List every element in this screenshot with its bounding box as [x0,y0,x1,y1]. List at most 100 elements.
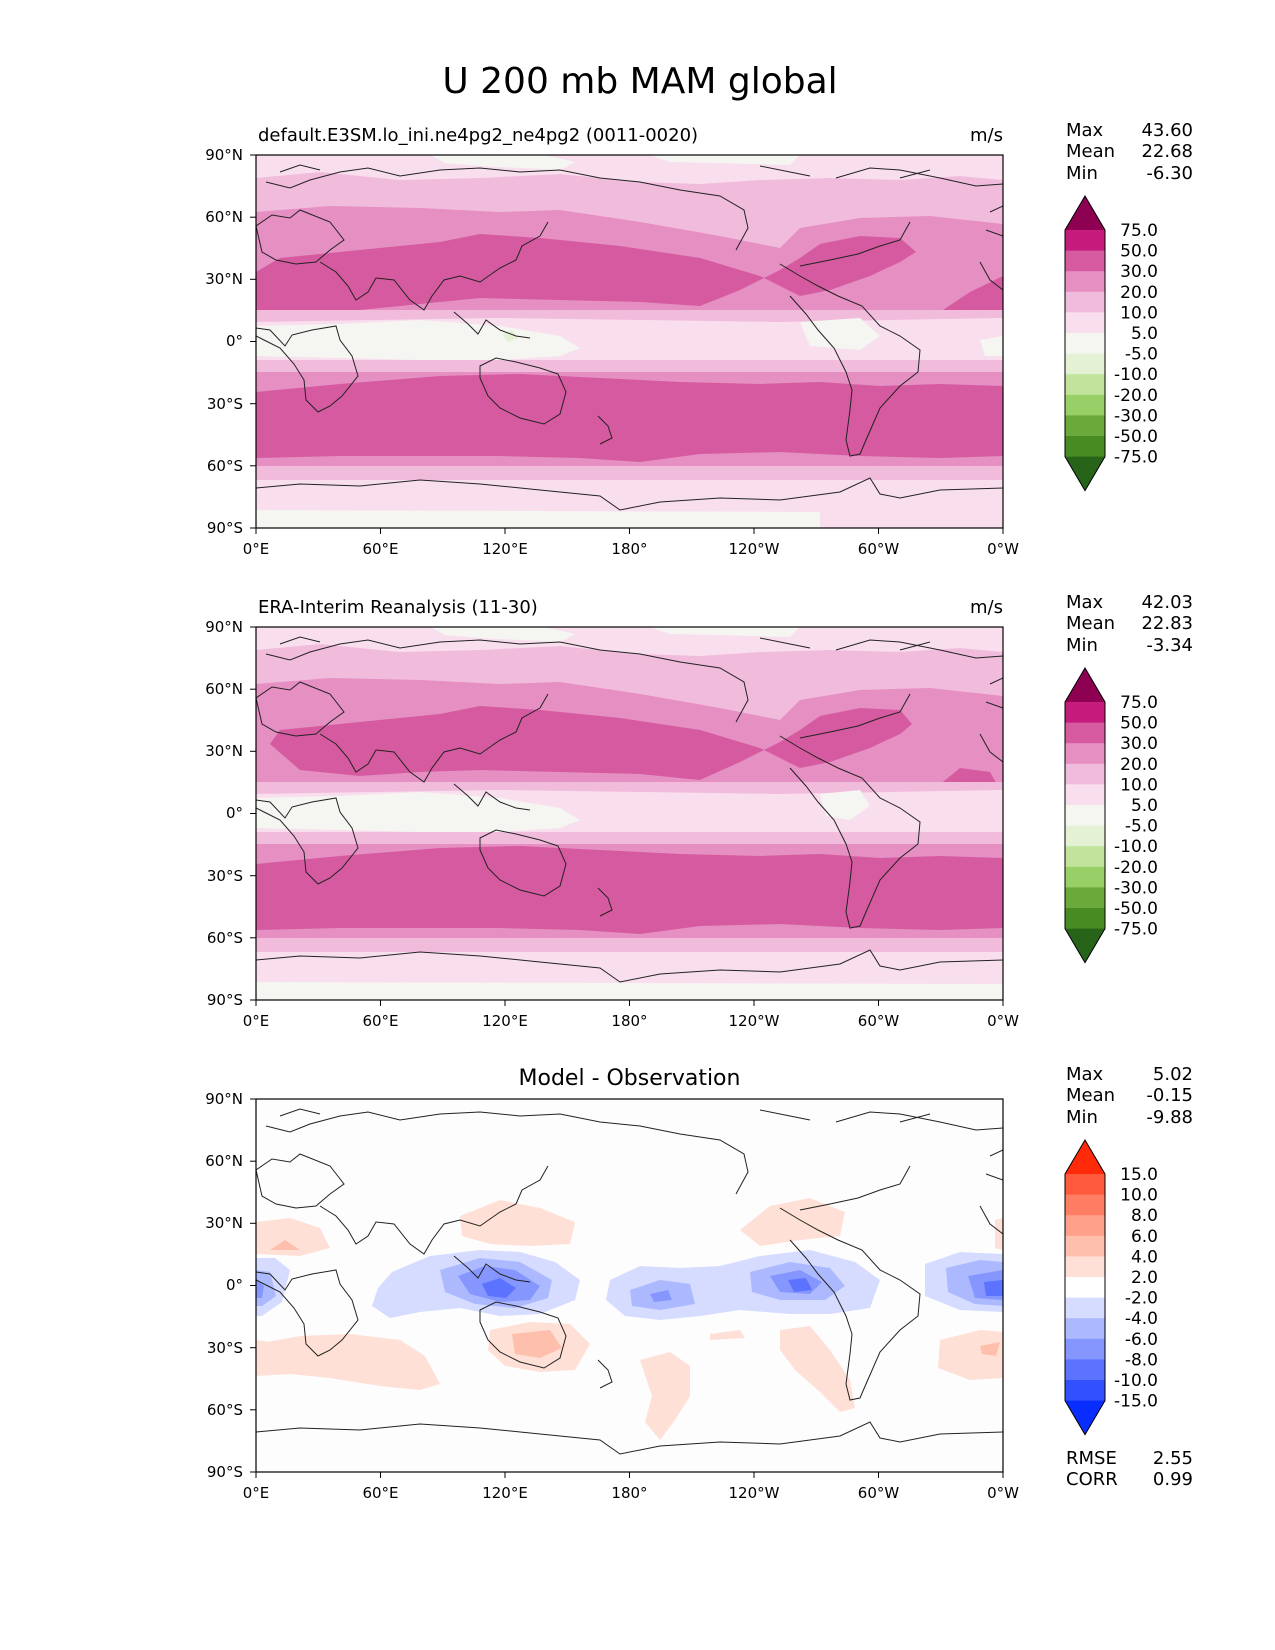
colorbar-tick-label: -15.0 [1114,1392,1158,1412]
panel-units: m/s [970,597,1003,618]
colorbar-tick-label: 5.0 [1131,324,1158,344]
colorbar-tick-label: 4.0 [1131,1247,1158,1267]
lon-tick-label: 120°W [729,1484,780,1502]
colorbar-tick-label: -5.0 [1125,345,1158,365]
colorbar-extend-max [1065,1140,1105,1174]
colorbar-tick-label: 75.0 [1120,693,1158,713]
lon-axis: 0°E 60°E 120°E 180° 120°W 60°W 0°W [243,1472,1019,1502]
lon-tick-label: 60°W [858,1012,900,1030]
colorbar-extend-max [1065,196,1105,230]
colorbar-bin [1065,1380,1105,1401]
lat-tick-label: 60°S [207,457,243,475]
lon-tick-label: 60°W [858,1484,900,1502]
lat-axis: 90°N 60°N 30°N 0° 30°S 60°S 90°S [205,1090,256,1481]
stat-value: -6.30 [1146,163,1193,184]
colorbar: 15.010.08.06.04.02.0-2.0-4.0-6.0-8.0-10.… [1064,1139,1158,1436]
stat-value: 22.83 [1141,613,1193,634]
colorbar-bin [1065,312,1105,334]
colorbar-tick-label: -10.0 [1114,1371,1158,1391]
lon-tick-label: 120°E [482,540,528,558]
colorbar-bin [1065,887,1105,909]
colorbar-tick-label: -10.0 [1114,365,1158,385]
stat-value: 22.68 [1141,141,1193,162]
lon-tick-label: 0°E [243,1484,270,1502]
colorbar-bin [1065,353,1105,375]
lat-tick-label: 90°S [207,991,243,1009]
stat-value: -0.15 [1146,1085,1193,1106]
colorbar-bin [1065,1174,1105,1195]
colorbar-tick-label: -50.0 [1114,427,1158,447]
colorbar-bin [1065,1359,1105,1381]
stat-label: Min [1066,163,1098,184]
colorbar-bin [1065,230,1105,251]
colorbar-outline [1064,195,1106,492]
lon-tick-label: 120°E [482,1012,528,1030]
colorbar-tick-label: -10.0 [1114,837,1158,857]
stat-value: -3.34 [1146,635,1193,656]
lat-tick-label: 90°N [205,1090,243,1108]
colorbar-tick-label: 20.0 [1120,283,1158,303]
colorbar-tick-label: 2.0 [1131,1268,1158,1288]
colorbar-tick-label: 20.0 [1120,755,1158,775]
lon-tick-label: 120°E [482,1484,528,1502]
lon-tick-label: 120°W [729,540,780,558]
lat-tick-label: 90°S [207,519,243,537]
colorbar-tick-label: 10.0 [1120,775,1158,795]
colorbar: 75.050.030.020.010.05.0-5.0-10.0-20.0-30… [1064,195,1158,492]
stat-label: RMSE [1066,1448,1117,1469]
colorbar-bin [1065,415,1105,437]
panel-ref: ERA-Interim Reanalysis (11-30) m/s [205,592,1193,1030]
panel-title-left: ERA-Interim Reanalysis (11-30) [258,597,538,618]
colorbar-tick-label: 5.0 [1131,796,1158,816]
lon-tick-label: 180° [611,1484,647,1502]
colorbar-bin [1065,1297,1105,1319]
colorbar-bin [1065,1235,1105,1257]
colorbar-tick-label: -20.0 [1114,858,1158,878]
lon-axis: 0°E 60°E 120°E 180° 120°W 60°W 0°W [243,1000,1019,1030]
map-field [256,1099,1003,1472]
lat-tick-label: 90°S [207,1463,243,1481]
lat-tick-label: 60°N [205,208,243,226]
lon-tick-label: 60°W [858,540,900,558]
stat-label: Mean [1066,141,1115,162]
colorbar-extend-min [1065,456,1105,491]
colorbar-bin [1065,333,1105,354]
colorbar-tick-label: 10.0 [1120,303,1158,323]
colorbar-bin [1065,374,1105,396]
stat-value: 5.02 [1153,1064,1193,1085]
colorbar-bin [1065,763,1105,785]
coastlines [256,164,1003,511]
colorbar-tick-label: -20.0 [1114,386,1158,406]
colorbar-bin [1065,722,1105,744]
colorbar-bin [1065,1194,1105,1216]
colorbar-bin [1065,394,1105,416]
colorbar-bin [1065,784,1105,806]
panel-title-left: default.E3SM.lo_ini.ne4pg2_ne4pg2 (0011-… [258,125,698,146]
colorbar-tick-label: 8.0 [1131,1206,1158,1226]
lon-tick-label: 0°E [243,1012,270,1030]
panel-units: m/s [970,125,1003,146]
lat-tick-label: 60°N [205,680,243,698]
colorbar-bin [1065,1338,1105,1360]
lon-tick-label: 60°E [362,540,398,558]
stat-label: Mean [1066,1085,1115,1106]
colorbar-extend-min [1065,1400,1105,1435]
colorbar-bin [1065,846,1105,868]
colorbar-tick-label: -75.0 [1114,448,1158,468]
colorbar-tick-label: -8.0 [1125,1350,1158,1370]
colorbar-tick-label: 6.0 [1131,1227,1158,1247]
stats-block: Max 43.60 Mean 22.68 Min -6.30 [1066,120,1193,184]
lat-tick-label: 60°N [205,1152,243,1170]
colorbar-tick-label: -5.0 [1125,817,1158,837]
lat-tick-label: 60°S [207,929,243,947]
stat-label: Max [1066,1064,1104,1085]
colorbar-outline [1064,667,1106,964]
stat-value: 2.55 [1153,1448,1193,1469]
coastlines [256,636,1003,983]
lon-tick-label: 0°W [987,1484,1019,1502]
lon-tick-label: 0°E [243,540,270,558]
colorbar-extend-min [1065,928,1105,963]
lat-axis: 90°N 60°N 30°N 0° 30°S 60°S 90°S [205,146,256,537]
colorbar-outline [1064,1139,1106,1436]
lat-tick-label: 90°N [205,618,243,636]
